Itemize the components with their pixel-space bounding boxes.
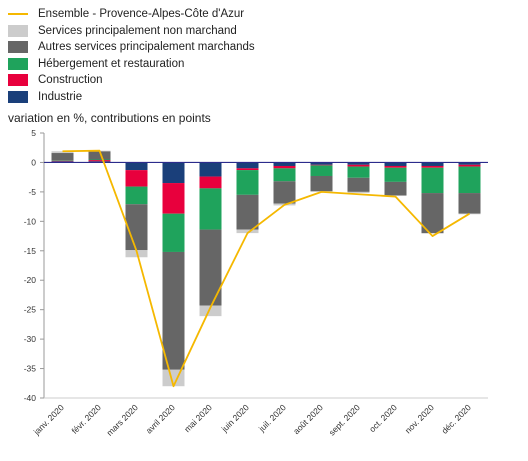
bar-segment — [199, 162, 222, 177]
bar-segment — [125, 162, 148, 171]
y-tick-label: 0 — [31, 157, 36, 167]
y-tick-label: 5 — [31, 128, 36, 138]
x-tick-label: juin 2020 — [219, 402, 251, 434]
bar-segment — [236, 162, 259, 169]
legend-swatch-non-marchand — [8, 24, 28, 37]
x-tick-label: avril 2020 — [144, 402, 177, 435]
bar-segment — [458, 166, 481, 194]
legend-label-hebergement: Hébergement et restauration — [38, 57, 185, 70]
bar-segment — [347, 177, 370, 192]
bar-segment — [347, 191, 370, 194]
bar-segment — [347, 164, 370, 167]
bar-segment — [51, 153, 74, 161]
bar-segment — [199, 229, 222, 306]
bar-segment — [273, 181, 296, 204]
bar-segment — [421, 233, 444, 234]
bar-segment — [51, 160, 74, 161]
legend-item-construction: Construction — [8, 72, 255, 89]
bar-segment — [347, 166, 370, 178]
x-tick-label: mars 2020 — [104, 402, 140, 438]
bar-segment — [310, 175, 333, 192]
x-tick-label: févr. 2020 — [69, 402, 103, 436]
bar-segment — [310, 164, 333, 166]
y-tick-label: -5 — [28, 187, 36, 197]
bar-segment — [88, 159, 111, 161]
bar-segment — [236, 170, 259, 195]
y-tick-label: -40 — [24, 393, 37, 403]
y-tick-label: -25 — [24, 305, 37, 315]
legend-swatch-industrie — [8, 90, 28, 103]
ensemble-line — [62, 149, 470, 388]
x-tick-label: août 2020 — [291, 402, 325, 436]
x-tick-label: déc. 2020 — [439, 402, 473, 436]
bar-segment — [162, 162, 185, 184]
bar-segment — [458, 162, 481, 165]
y-tick-label: -30 — [24, 334, 37, 344]
bar-segment — [88, 151, 111, 160]
x-tick-label: sept. 2020 — [327, 402, 362, 437]
legend-item-non-marchand: Services principalement non marchand — [8, 23, 255, 40]
chart-legend: Ensemble - Provence-Alpes-Côte d'Azur Se… — [8, 6, 255, 105]
bar-segment — [125, 170, 148, 187]
legend-label-autres-services: Autres services principalement marchands — [38, 41, 255, 53]
x-tick-label: nov. 2020 — [403, 402, 436, 435]
bar-segment — [199, 305, 222, 317]
bar-segment — [384, 181, 407, 196]
bar-segment — [421, 193, 444, 234]
x-tick-label: mai 2020 — [182, 402, 214, 434]
bar-segment — [347, 162, 370, 165]
legend-label-non-marchand: Services principalement non marchand — [38, 24, 237, 37]
bar-segment — [162, 213, 185, 252]
bar-segment — [199, 176, 222, 189]
x-tick-label: oct. 2020 — [367, 402, 399, 434]
y-tick-label: -20 — [24, 275, 37, 285]
legend-swatch-hebergement — [8, 57, 28, 70]
y-tick-label: -35 — [24, 364, 37, 374]
legend-label-industrie: Industrie — [38, 90, 83, 103]
bar-segment — [273, 168, 296, 182]
legend-swatch-autres-services — [8, 41, 28, 54]
bar-segment — [421, 162, 444, 166]
bar-segment — [384, 167, 407, 182]
bar-segment — [273, 165, 296, 169]
bar-segment — [310, 162, 333, 165]
bar-segment — [236, 229, 259, 234]
legend-item-hebergement: Hébergement et restauration — [8, 56, 255, 73]
bar-segment — [384, 162, 407, 166]
y-axis-label: variation en %, contributions en points — [8, 111, 211, 125]
legend-label-ensemble: Ensemble - Provence-Alpes-Côte d'Azur — [38, 8, 245, 20]
bar-segment — [236, 168, 259, 171]
y-tick-label: -10 — [24, 216, 37, 226]
legend-item-industrie: Industrie — [8, 89, 255, 106]
bar-segment — [125, 204, 148, 251]
legend-item-ensemble: Ensemble - Provence-Alpes-Côte d'Azur — [8, 6, 255, 23]
bar-segment — [273, 162, 296, 166]
legend-swatch-ensemble — [8, 13, 28, 16]
bar-segment — [421, 167, 444, 194]
bar-segment — [162, 183, 185, 214]
bar-segment — [310, 165, 333, 176]
x-tick-label: janv. 2020 — [31, 402, 66, 437]
bar-segment — [51, 151, 74, 154]
legend-swatch-construction — [8, 74, 28, 87]
bar-segment — [458, 193, 481, 214]
bar-segment — [421, 165, 444, 168]
bar-segment — [88, 160, 111, 162]
bar-segment — [51, 160, 74, 162]
bar-segment — [162, 251, 185, 370]
bar-segment — [458, 164, 481, 167]
legend-item-autres-services: Autres services principalement marchands — [8, 39, 255, 56]
y-tick-label: -15 — [24, 246, 37, 256]
legend-label-construction: Construction — [38, 74, 103, 86]
bar-segment — [236, 194, 259, 230]
bar-segment — [384, 165, 407, 168]
x-tick-label: juil. 2020 — [256, 402, 288, 434]
bar-segment — [199, 188, 222, 230]
bar-segment — [125, 186, 148, 205]
